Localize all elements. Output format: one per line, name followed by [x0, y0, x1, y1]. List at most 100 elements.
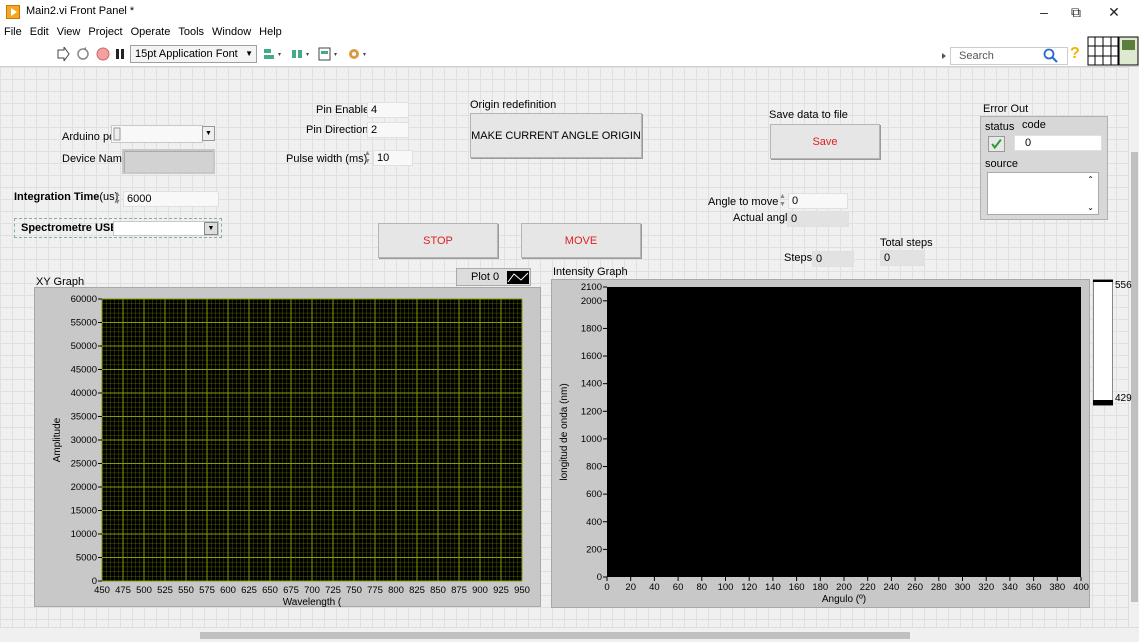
- font-select[interactable]: 15pt Application Font ▼: [130, 45, 257, 63]
- intensity-x-tick-label: 40: [649, 582, 660, 593]
- error-code-indicator: 0: [1014, 135, 1102, 151]
- xy-y-tick-label: 35000: [71, 412, 97, 423]
- menu-window[interactable]: Window: [212, 26, 252, 38]
- menu-edit[interactable]: Edit: [29, 26, 49, 38]
- run-arrow-icon[interactable]: [56, 47, 70, 61]
- connector-pane-icon: [1087, 36, 1139, 66]
- intensity-graph-plot[interactable]: 0 20 40 60 80 100 120 140 160 180 200 220 240 260 280 3…: [551, 279, 1090, 608]
- run-continuously-icon[interactable]: [76, 47, 90, 61]
- search-icon[interactable]: [1043, 48, 1059, 64]
- labview-vi-icon: [6, 5, 20, 19]
- xy-x-tick-label: 750: [346, 585, 362, 596]
- pin-direction-input[interactable]: 2: [367, 122, 409, 138]
- pause-icon[interactable]: [113, 47, 127, 61]
- total-steps-indicator: 0: [880, 250, 924, 266]
- menu-help[interactable]: Help: [259, 26, 282, 38]
- intensity-y-tick-label: 1000: [581, 434, 602, 445]
- chevron-down-icon[interactable]: ⌄: [1087, 203, 1094, 212]
- steps-indicator: 0: [812, 251, 854, 267]
- search-input[interactable]: Search: [950, 47, 1068, 65]
- angle-to-move-label: Angle to move: [708, 196, 779, 208]
- plot-style-icon[interactable]: [507, 271, 529, 284]
- integration-time-input[interactable]: 6000: [123, 191, 219, 207]
- menu-project[interactable]: Project: [88, 26, 123, 38]
- intensity-y-tick-label: 800: [586, 462, 602, 473]
- align-icon[interactable]: [262, 47, 284, 61]
- xy-y-tick-label: 50000: [71, 341, 97, 352]
- font-select-value: 15pt Application Font: [135, 48, 238, 60]
- menu-operate[interactable]: Operate: [130, 26, 171, 38]
- pin-direction-label: Pin Direction: [306, 124, 369, 136]
- vertical-scrollbar[interactable]: [1128, 67, 1139, 627]
- intensity-x-tick-label: 200: [836, 582, 852, 593]
- xy-y-tick-label: 55000: [71, 318, 97, 329]
- intensity-x-tick-label: 140: [765, 582, 781, 593]
- vertical-scroll-thumb[interactable]: [1131, 152, 1138, 602]
- xy-x-tick-label: 925: [493, 585, 509, 596]
- close-button[interactable]: ✕: [1108, 4, 1120, 20]
- xy-x-tick-label: 450: [94, 585, 110, 596]
- xy-x-tick-label: 850: [430, 585, 446, 596]
- colorbar-tick-low: 429: [1115, 393, 1132, 404]
- distribute-icon[interactable]: [290, 47, 312, 61]
- intensity-x-tick-label: 160: [789, 582, 805, 593]
- angle-to-move-input[interactable]: 0: [788, 193, 848, 209]
- integration-time-label: Integration Time(us): [14, 191, 118, 203]
- intensity-colorbar[interactable]: [1093, 279, 1113, 406]
- integration-time-label-text: Integration Time: [14, 191, 100, 203]
- search-scope-icon[interactable]: [940, 52, 948, 60]
- xy-x-tick-label: 825: [409, 585, 425, 596]
- pin-enable-input[interactable]: 4: [367, 102, 409, 118]
- title-bar: Main2.vi Front Panel * – ⧉ ✕: [0, 0, 1139, 24]
- arduino-port-dropdown-button[interactable]: ▼: [202, 126, 215, 141]
- intensity-y-tick-label: 2000: [581, 296, 602, 307]
- xy-y-tick-label: 25000: [71, 459, 97, 470]
- xy-graph-title: XY Graph: [36, 276, 85, 288]
- menu-view[interactable]: View: [56, 26, 81, 38]
- intensity-x-tick-label: 20: [625, 582, 636, 593]
- origin-redefinition-label: Origin redefinition: [470, 99, 557, 111]
- window-title: Main2.vi Front Panel *: [26, 5, 135, 17]
- help-icon[interactable]: ?: [1070, 45, 1080, 62]
- integration-time-spinner[interactable]: ▲ ▼: [114, 191, 121, 206]
- menu-tools[interactable]: Tools: [178, 26, 205, 38]
- abort-icon[interactable]: [96, 47, 110, 61]
- xy-y-tick-label: 10000: [71, 529, 97, 540]
- pulse-width-spinner[interactable]: ▲ ▼: [364, 150, 371, 165]
- xy-y-tick-label: 45000: [71, 365, 97, 376]
- arduino-port-select[interactable]: [111, 125, 203, 143]
- menu-file[interactable]: File: [4, 26, 22, 38]
- plot-legend[interactable]: Plot 0: [456, 268, 531, 286]
- pulse-width-input[interactable]: 10: [373, 150, 413, 166]
- intensity-y-tick-label: 400: [586, 517, 602, 528]
- minimize-button[interactable]: –: [1040, 4, 1048, 20]
- intensity-x-tick-label: 340: [1002, 582, 1018, 593]
- spectrometre-select[interactable]: [113, 221, 219, 236]
- spectrometre-dropdown-button[interactable]: ▼: [204, 222, 218, 235]
- restore-button[interactable]: ⧉: [1071, 4, 1081, 20]
- intensity-x-tick-label: 300: [955, 582, 971, 593]
- stop-button[interactable]: STOP: [378, 223, 498, 258]
- intensity-x-tick-label: 180: [812, 582, 828, 593]
- intensity-x-tick-label: 220: [860, 582, 876, 593]
- integration-time-unit: (us): [99, 191, 119, 203]
- chevron-up-icon[interactable]: ⌃: [1087, 175, 1094, 184]
- chevron-down-icon: ▼: [245, 49, 253, 58]
- horizontal-scrollbar[interactable]: [0, 627, 1139, 642]
- intensity-y-tick-label: 1600: [581, 351, 602, 362]
- actual-angle-label: Actual angle: [733, 212, 794, 224]
- xy-x-tick-label: 900: [472, 585, 488, 596]
- device-name-label: Device Name: [62, 153, 129, 165]
- horizontal-scroll-thumb[interactable]: [200, 632, 910, 639]
- xy-graph-plot[interactable]: 450 475 500 525 550 575 600 625 650 675 700 725 750 7…: [34, 287, 541, 607]
- angle-to-move-spinner[interactable]: ▲ ▼: [779, 193, 786, 208]
- visa-resource-icon: [113, 127, 121, 141]
- move-button[interactable]: MOVE: [521, 223, 641, 258]
- xy-x-tick-label: 875: [451, 585, 467, 596]
- xy-x-tick-label: 575: [199, 585, 215, 596]
- resize-icon[interactable]: [318, 47, 340, 61]
- save-button[interactable]: Save: [770, 124, 880, 159]
- xy-x-tick-label: 550: [178, 585, 194, 596]
- make-origin-button[interactable]: MAKE CURRENT ANGLE ORIGIN: [470, 113, 642, 158]
- reorder-icon[interactable]: [348, 47, 370, 61]
